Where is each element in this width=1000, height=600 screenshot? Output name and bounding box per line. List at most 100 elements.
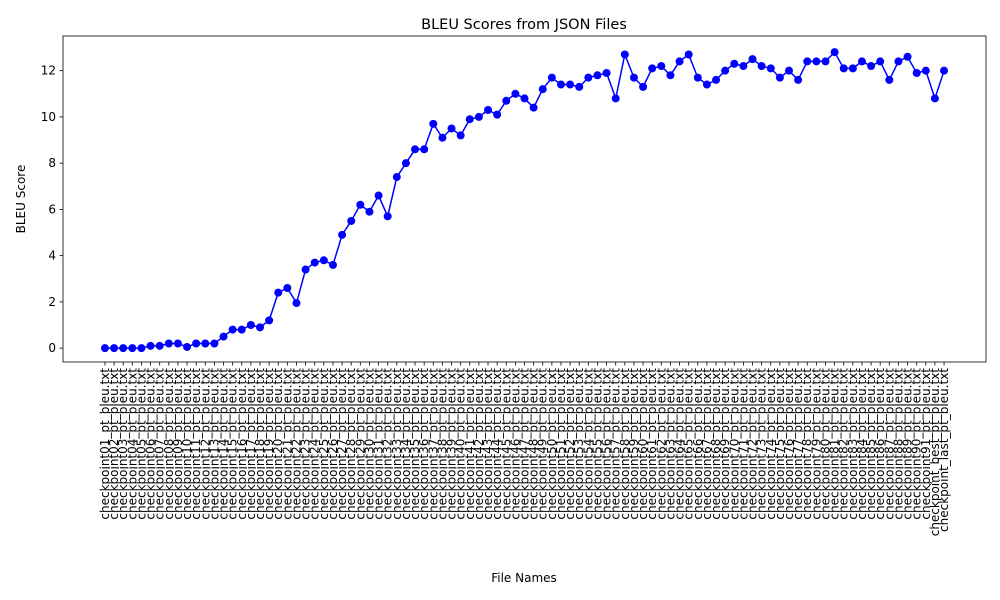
x-tick-label: checkpoint19_pt_bleu.txt	[262, 368, 276, 520]
marker	[903, 52, 912, 61]
marker	[401, 159, 410, 168]
x-tick-label: checkpoint18_pt_bleu.txt	[253, 368, 267, 520]
x-tick-label: checkpoint07_pt_bleu.txt	[153, 368, 167, 520]
x-tick-label: checkpoint25_pt_bleu.txt	[317, 368, 331, 520]
y-tick-label: 4	[48, 249, 56, 263]
x-tick-label: checkpoint55_pt_bleu.txt	[590, 368, 604, 520]
marker	[119, 344, 128, 353]
marker	[529, 103, 538, 112]
x-tick-label: checkpoint68_pt_bleu.txt	[709, 368, 723, 520]
marker	[301, 265, 310, 274]
x-tick-label: checkpoint85_pt_bleu.txt	[864, 368, 878, 520]
x-tick-label: checkpoint90_pt_bleu.txt	[910, 368, 924, 520]
x-tick-label: checkpoint58_pt_bleu.txt	[618, 368, 632, 520]
y-axis-label: BLEU Score	[14, 165, 28, 234]
marker	[137, 344, 146, 353]
marker	[876, 57, 885, 66]
x-tick-label: checkpoint09_pt_bleu.txt	[171, 368, 185, 520]
marker	[803, 57, 812, 66]
x-tick-label: checkpoint23_pt_bleu.txt	[299, 368, 313, 520]
marker	[648, 64, 657, 73]
x-tick-label: checkpoint52_pt_bleu.txt	[563, 368, 577, 520]
x-tick-label: checkpoint27_pt_bleu.txt	[335, 368, 349, 520]
marker	[821, 57, 830, 66]
x-tick-label: checkpoint33_pt_bleu.txt	[390, 368, 404, 520]
x-tick-label: checkpoint60_pt_bleu.txt	[636, 368, 650, 520]
x-tick-label: checkpoint70_pt_bleu.txt	[727, 368, 741, 520]
x-tick-label: checkpoint56_pt_bleu.txt	[600, 368, 614, 520]
x-tick-label: checkpoint22_pt_bleu.txt	[289, 368, 303, 520]
marker	[511, 89, 520, 98]
x-tick-label: checkpoint39_pt_bleu.txt	[445, 368, 459, 520]
marker	[328, 260, 337, 269]
marker	[867, 62, 876, 71]
x-tick-label: checkpoint62_pt_bleu.txt	[654, 368, 668, 520]
x-tick-label: checkpoint20_pt_bleu.txt	[271, 368, 285, 520]
x-tick-label: checkpoint40_pt_bleu.txt	[454, 368, 468, 520]
marker	[812, 57, 821, 66]
marker	[921, 66, 930, 75]
marker	[237, 325, 246, 334]
marker	[721, 66, 730, 75]
x-tick-label: checkpoint16_pt_bleu.txt	[235, 368, 249, 520]
marker	[520, 94, 529, 103]
x-tick-label: checkpoint30_pt_bleu.txt	[362, 368, 376, 520]
x-tick-label: checkpoint_best_pt_bleu.txt	[928, 368, 942, 537]
marker	[456, 131, 465, 140]
x-tick-label: checkpoint04_pt_bleu.txt	[125, 368, 139, 520]
y-tick-label: 0	[48, 341, 56, 355]
marker	[794, 75, 803, 84]
x-tick-label: checkpoint63_pt_bleu.txt	[663, 368, 677, 520]
x-tick-label: checkpoint53_pt_bleu.txt	[572, 368, 586, 520]
x-tick-label: checkpoint11_pt_bleu.txt	[189, 368, 203, 520]
x-tick-label: checkpoint36_pt_bleu.txt	[417, 368, 431, 520]
x-tick-label: checkpoint61_pt_bleu.txt	[645, 368, 659, 520]
marker	[712, 75, 721, 84]
x-tick-label: checkpoint_last_pt_bleu.txt	[937, 368, 951, 532]
marker	[183, 342, 192, 351]
marker	[128, 344, 137, 353]
x-tick-label: checkpoint15_pt_bleu.txt	[226, 368, 240, 520]
marker	[684, 50, 693, 59]
x-tick-label: checkpoint78_pt_bleu.txt	[800, 368, 814, 520]
marker	[292, 299, 301, 308]
marker	[930, 94, 939, 103]
x-tick-label: checkpoint47_pt_bleu.txt	[518, 368, 532, 520]
marker	[666, 71, 675, 80]
marker	[894, 57, 903, 66]
marker	[757, 62, 766, 71]
x-tick-label: checkpoint37_pt_bleu.txt	[426, 368, 440, 520]
x-tick-label: checkpoint65_pt_bleu.txt	[682, 368, 696, 520]
marker	[146, 341, 155, 350]
marker	[210, 339, 219, 348]
x-tick-label: checkpoint49_pt_bleu.txt	[536, 368, 550, 520]
marker	[629, 73, 638, 82]
x-tick-label: checkpoint29_pt_bleu.txt	[353, 368, 367, 520]
x-tick-label: checkpoint34_pt_bleu.txt	[399, 368, 413, 520]
x-tick-label: checkpoint06_pt_bleu.txt	[144, 368, 158, 520]
x-tick-label: checkpoint08_pt_bleu.txt	[162, 368, 176, 520]
y-tick-label: 12	[41, 64, 56, 78]
x-tick-label: checkpoint42_pt_bleu.txt	[472, 368, 486, 520]
marker	[365, 207, 374, 216]
x-tick-label: checkpoint10_pt_bleu.txt	[180, 368, 194, 520]
marker	[383, 212, 392, 221]
x-tick-label: checkpoint75_pt_bleu.txt	[773, 368, 787, 520]
marker	[940, 66, 949, 75]
x-tick-label: checkpoint41_pt_bleu.txt	[463, 368, 477, 520]
marker	[484, 105, 493, 114]
y-tick-label: 6	[48, 202, 56, 216]
x-tick-label: checkpoint31_pt_bleu.txt	[372, 368, 386, 520]
x-tick-label: checkpoint81_pt_bleu.txt	[828, 368, 842, 520]
marker	[885, 75, 894, 84]
marker	[164, 339, 173, 348]
marker	[283, 284, 292, 293]
x-tick-label: checkpoint35_pt_bleu.txt	[408, 368, 422, 520]
marker	[657, 62, 666, 71]
x-tick-label: checkpoint89_pt_bleu.txt	[901, 368, 915, 520]
marker	[547, 73, 556, 82]
x-tick-label: checkpoint91_pt_bleu.txt	[919, 368, 933, 520]
x-tick-label: checkpoint82_pt_bleu.txt	[837, 368, 851, 520]
x-tick-label: checkpoint72_pt_bleu.txt	[746, 368, 760, 520]
